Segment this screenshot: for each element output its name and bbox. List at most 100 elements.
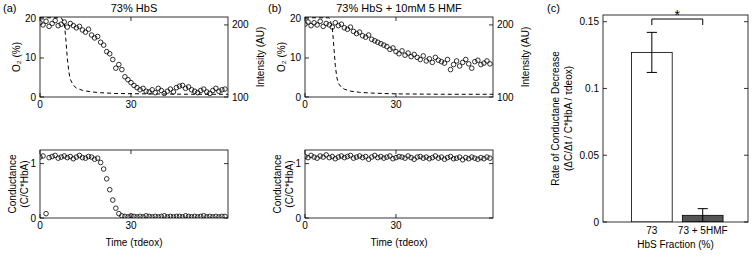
y-tick (224, 218, 228, 219)
y-axis-label: O₂ (%) (11, 42, 22, 72)
y2-axis-label: Intensity (AU) (520, 27, 531, 88)
panel-0: 03001020100200O₂ (%)Intensity (AU)73% Hb… (3, 2, 266, 110)
data-point (327, 155, 332, 160)
data-point (120, 67, 125, 72)
data-point (354, 155, 359, 160)
data-point (50, 154, 55, 159)
x-axis-label: HbS Fraction (%) (637, 239, 714, 250)
y-tick-label: 1 (30, 158, 36, 169)
title: 73% HbS (111, 2, 157, 14)
data-point (454, 156, 459, 161)
data-layer (40, 18, 228, 96)
data-point (476, 58, 481, 63)
data-layer (40, 153, 227, 218)
o2-line (40, 18, 228, 94)
data-point (171, 90, 176, 95)
data-point (156, 215, 161, 218)
data-point (427, 156, 432, 161)
data-point (457, 155, 462, 160)
data-point (223, 87, 228, 92)
x-tick (305, 214, 306, 218)
y-tick-label: 0 (30, 213, 36, 224)
y-axis-label: (ΔC/Δt / C*HbA / τdeox) (563, 66, 574, 171)
data-point (101, 43, 106, 48)
y-tick-label: 1 (295, 158, 301, 169)
x-tick (40, 93, 41, 97)
x-tick (305, 150, 306, 154)
y-tick-label: 0 (295, 92, 301, 103)
y2-tick (224, 24, 228, 25)
y-axis-label: O₂ (%) (276, 42, 287, 72)
y-tick-label: 0.15 (580, 16, 600, 27)
data-point (375, 155, 380, 160)
data-point (53, 153, 58, 158)
data-point (430, 60, 435, 65)
data-point (95, 34, 100, 39)
plot-frame (305, 17, 493, 97)
data-point (114, 206, 119, 211)
data-point (421, 54, 426, 59)
y-tick (305, 57, 309, 58)
data-point (59, 155, 64, 160)
panel-label: (b) (268, 2, 281, 14)
data-point (201, 214, 206, 218)
y-tick (744, 155, 748, 156)
data-point (488, 156, 493, 161)
y-tick (305, 18, 309, 19)
x-tick-label: 0 (302, 220, 308, 231)
y2-tick-label: 200 (497, 19, 514, 30)
data-point (454, 59, 459, 64)
x-tick (130, 17, 131, 21)
data-point (469, 66, 474, 71)
data-point (223, 214, 228, 218)
y-axis-label: Conductance (272, 154, 283, 213)
data-point (345, 154, 350, 159)
data-point (318, 19, 323, 24)
y-tick (603, 21, 607, 22)
data-point (107, 51, 112, 56)
data-point (62, 20, 67, 25)
data-point (400, 49, 405, 54)
data-point (466, 62, 471, 67)
y-tick (489, 218, 493, 219)
x-tick (395, 17, 396, 21)
figure: 03001020100200O₂ (%)Intensity (AU)73% Hb… (0, 0, 753, 261)
x-tick (40, 214, 41, 218)
x-tick-label: 0 (37, 220, 43, 231)
data-point (110, 198, 115, 203)
data-point (436, 156, 441, 161)
x-tick-label: 30 (390, 220, 402, 231)
y2-tick-label: 200 (232, 19, 249, 30)
y-tick (603, 88, 607, 89)
plot-frame (40, 17, 228, 97)
y-tick (40, 218, 44, 219)
data-point (385, 155, 390, 160)
x-tick-label: 30 (390, 99, 402, 110)
data-point (101, 167, 106, 172)
x-tick-label: 30 (125, 99, 137, 110)
panel-label: (a) (3, 2, 16, 14)
x-axis-label: Time (τdeox) (106, 237, 163, 248)
x-tick-label: 73 + 5HMF (678, 225, 728, 236)
data-layer (305, 18, 493, 94)
y2-tick-label: 100 (497, 92, 514, 103)
data-point (351, 156, 356, 161)
significance-mark: * (675, 7, 681, 23)
y-axis-label: Conductance (7, 154, 18, 213)
data-point (117, 62, 122, 67)
y2-tick-label: 100 (232, 92, 249, 103)
data-point (324, 153, 329, 158)
y-tick (603, 155, 607, 156)
data-point (56, 156, 61, 161)
y-tick-label: 0 (295, 213, 301, 224)
y2-tick (489, 24, 493, 25)
y-tick (603, 222, 607, 223)
data-point (110, 57, 115, 62)
x-tick (40, 150, 41, 154)
y-tick (40, 163, 44, 164)
plot-frame (603, 15, 748, 222)
data-point (41, 154, 46, 159)
data-point (153, 90, 158, 95)
title: 73% HbS + 10mM 5 HMF (336, 2, 462, 14)
data-point (445, 57, 450, 62)
